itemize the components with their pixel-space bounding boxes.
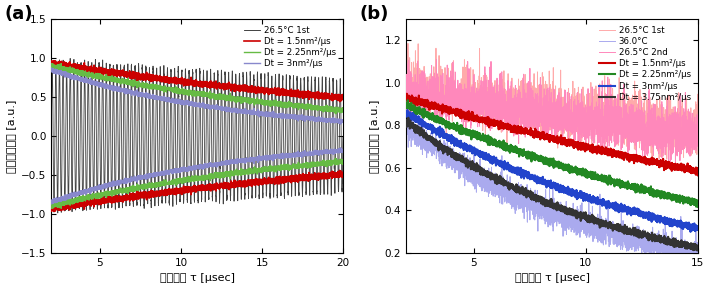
Legend: 26.5°C 1st, Dt = 1.5nm²/μs, Dt = 2.25nm²/μs, Dt = 3nm²/μs: 26.5°C 1st, Dt = 1.5nm²/μs, Dt = 2.25nm²… [241,23,339,71]
Legend: 26.5°C 1st, 36.0°C, 26.5°C 2nd, Dt = 1.5nm²/μs, Dt = 2.25nm²/μs, Dt = 3nm²/μs, D: 26.5°C 1st, 36.0°C, 26.5°C 2nd, Dt = 1.5… [596,23,694,104]
Text: (b): (b) [359,5,389,23]
X-axis label: 緩和時間 τ [μsec]: 緩和時間 τ [μsec] [160,273,234,284]
X-axis label: 緩和時間 τ [μsec]: 緩和時間 τ [μsec] [515,273,589,284]
Y-axis label: コントラスト [a.u.]: コントラスト [a.u.] [6,99,16,173]
Y-axis label: コントラスト [a.u.]: コントラスト [a.u.] [369,99,379,173]
Text: (a): (a) [5,5,33,23]
